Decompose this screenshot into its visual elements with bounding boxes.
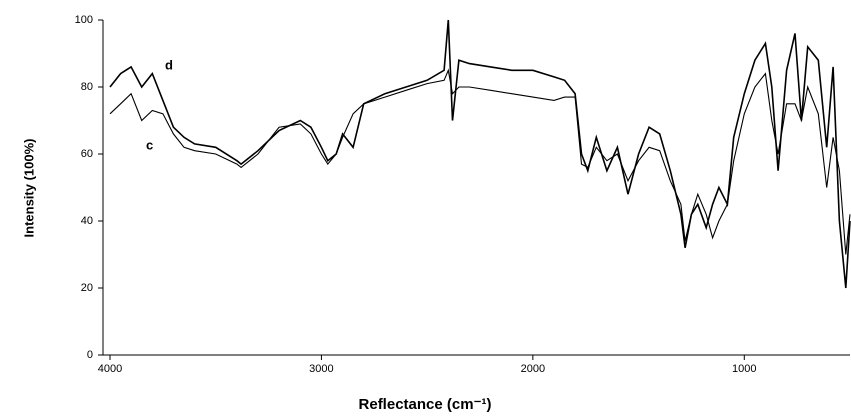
- y-tick-label: 40: [81, 215, 93, 227]
- x-axis-label: Reflectance (cm⁻¹): [359, 396, 492, 413]
- x-tick-label: 3000: [309, 363, 333, 375]
- y-tick-label: 80: [81, 81, 93, 93]
- y-tick-label: 100: [75, 14, 93, 26]
- series-line: [109, 68, 851, 255]
- y-tick-label: 0: [87, 349, 93, 361]
- x-tick-label: 2000: [521, 363, 545, 375]
- y-tick-label: 60: [81, 148, 93, 160]
- series-line: [109, 19, 851, 289]
- series-label: d: [165, 57, 173, 72]
- y-axis-label: Intensity (100%): [21, 139, 36, 238]
- x-tick-label: 1000: [732, 363, 756, 375]
- y-tick-label: 20: [81, 282, 93, 294]
- x-tick-label: 4000: [98, 363, 122, 375]
- series-label: c: [146, 137, 153, 152]
